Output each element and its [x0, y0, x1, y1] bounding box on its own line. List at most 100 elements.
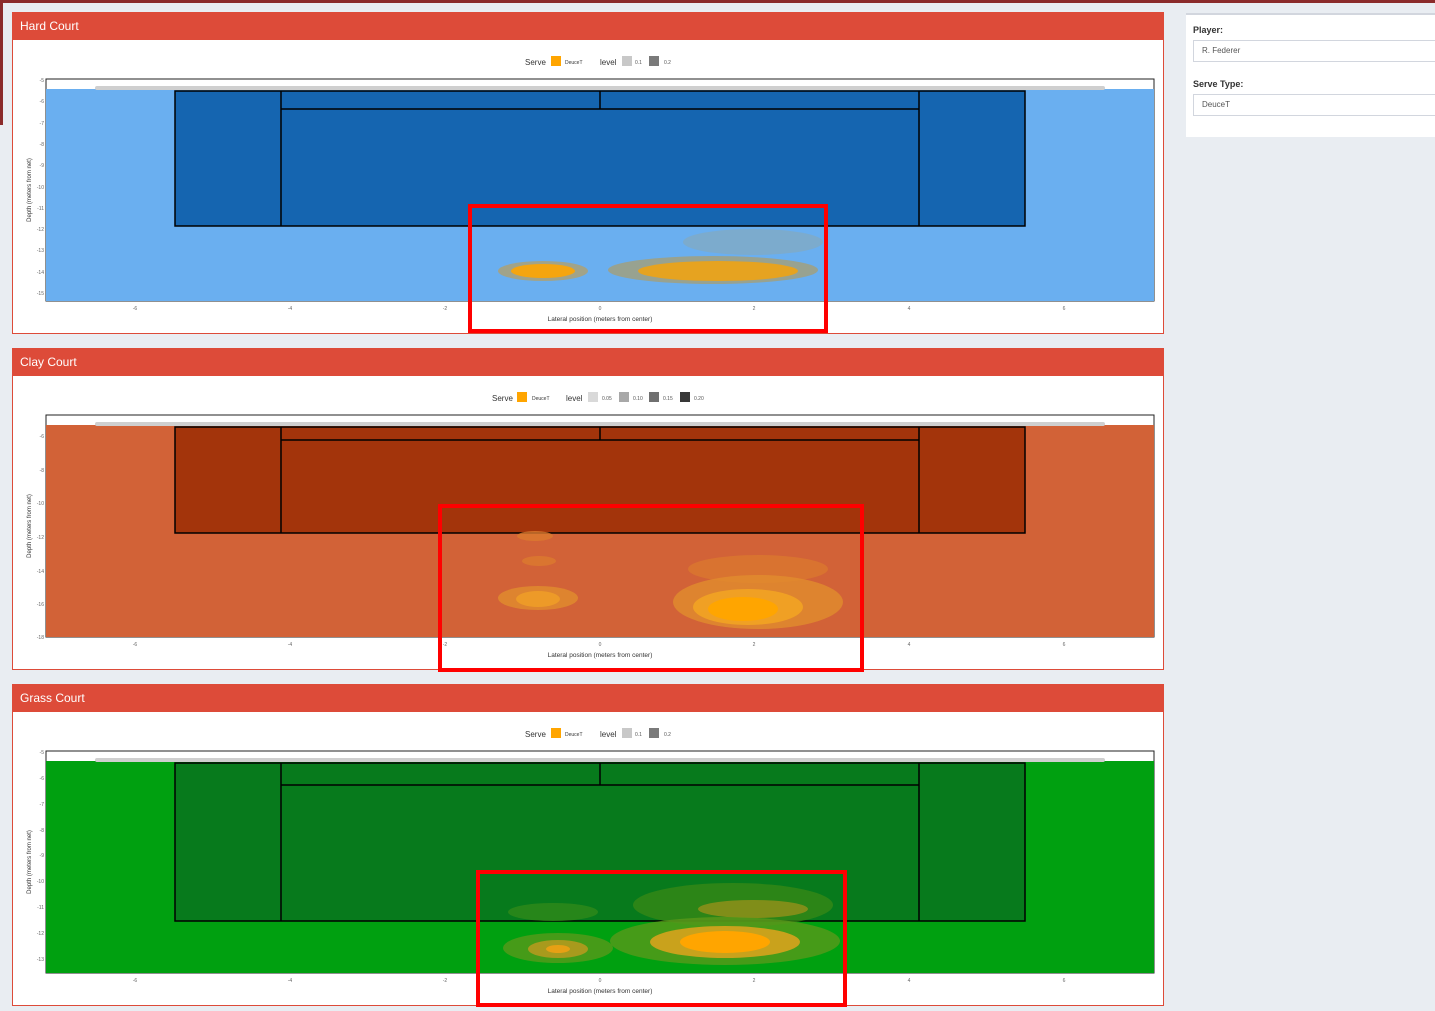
- legend-serve-swatch: [517, 392, 527, 402]
- service-box-area: [174, 762, 1026, 922]
- serve-type-label: Serve Type:: [1193, 79, 1244, 89]
- legend-serve-value: DeuceT: [565, 732, 583, 738]
- y-tick: -10: [37, 501, 44, 507]
- x-tick: 0: [599, 642, 602, 648]
- x-tick: 4: [908, 978, 911, 984]
- legend-serve-swatch: [551, 728, 561, 738]
- panel-title: Hard Court: [13, 13, 1163, 40]
- x-tick: -2: [443, 306, 448, 312]
- y-tick: -14: [37, 270, 44, 276]
- x-tick: -4: [288, 978, 293, 984]
- x-tick: -2: [443, 978, 448, 984]
- y-tick: -13: [37, 957, 44, 963]
- y-tick: -13: [37, 248, 44, 254]
- y-tick: -14: [37, 569, 44, 575]
- grass-court-panel: Grass Court Serve DeuceT level 0.1 0.2 D…: [12, 684, 1164, 1006]
- y-tick: -9: [40, 853, 45, 859]
- y-tick: -6: [40, 434, 45, 440]
- legend-level-label: level: [600, 730, 617, 739]
- legend-level-value: 0.10: [633, 396, 643, 402]
- net: [95, 86, 1105, 90]
- legend-level-value: 0.20: [694, 396, 704, 402]
- x-tick: 6: [1063, 306, 1066, 312]
- y-tick: -10: [37, 185, 44, 191]
- x-tick: 2: [753, 306, 756, 312]
- legend-level-value: 0.2: [664, 60, 671, 66]
- y-tick: -12: [37, 535, 44, 541]
- x-tick: -6: [133, 978, 138, 984]
- y-tick: -11: [37, 206, 44, 212]
- legend-level-value: 0.15: [663, 396, 673, 402]
- legend-level-swatch: [680, 392, 690, 402]
- x-tick: 4: [908, 306, 911, 312]
- x-tick: 2: [753, 642, 756, 648]
- y-tick: -6: [40, 776, 45, 782]
- x-tick: 0: [599, 306, 602, 312]
- panel-title: Clay Court: [13, 349, 1163, 376]
- y-tick: -7: [40, 802, 45, 808]
- legend-level-swatch: [622, 728, 632, 738]
- player-label: Player:: [1193, 25, 1224, 35]
- x-tick: -6: [133, 306, 138, 312]
- legend-serve-value: DeuceT: [565, 60, 583, 66]
- y-tick: -5: [40, 750, 45, 756]
- sidebar-controls: Player: R. Federer Serve Type: DeuceT: [1186, 13, 1435, 137]
- x-tick: 2: [753, 978, 756, 984]
- x-tick: -4: [288, 642, 293, 648]
- service-box-area: [174, 426, 1026, 534]
- service-box-area: [174, 90, 1026, 227]
- x-axis-label: Lateral position (meters from center): [548, 652, 653, 659]
- legend-level-swatch: [622, 56, 632, 66]
- x-tick: 6: [1063, 978, 1066, 984]
- serve-type-select[interactable]: DeuceT: [1193, 94, 1435, 116]
- clay-court-panel: Clay Court Serve DeuceT level 0.05 0.10 …: [12, 348, 1164, 670]
- x-tick: 0: [599, 978, 602, 984]
- top-border: [0, 0, 1435, 3]
- hard-court-plot: Serve DeuceT level 0.1 0.2 Depth (meters…: [27, 56, 1155, 323]
- net: [95, 422, 1105, 426]
- clay-court-plot: Serve DeuceT level 0.05 0.10 0.15 0.20 D…: [27, 392, 1155, 659]
- y-axis-label: Depth (meters from net): [27, 830, 33, 894]
- net: [95, 758, 1105, 762]
- y-tick: -12: [37, 227, 44, 233]
- y-tick: -5: [40, 78, 45, 84]
- x-tick: 6: [1063, 642, 1066, 648]
- hard-court-panel: Hard Court Serve DeuceT level 0.1 0.2 De…: [12, 12, 1164, 334]
- y-tick: -8: [40, 828, 45, 834]
- y-tick: -11: [37, 905, 44, 911]
- left-border: [0, 0, 3, 125]
- legend-level-swatch: [649, 728, 659, 738]
- y-tick: -18: [37, 635, 44, 641]
- x-axis-label: Lateral position (meters from center): [548, 988, 653, 995]
- legend-serve-label: Serve: [492, 394, 513, 403]
- legend-level-swatch: [649, 392, 659, 402]
- legend-serve-value: DeuceT: [532, 396, 550, 402]
- legend-serve-label: Serve: [525, 730, 546, 739]
- y-tick: -8: [40, 142, 45, 148]
- legend-serve-swatch: [551, 56, 561, 66]
- y-tick: -10: [37, 879, 44, 885]
- x-axis-label: Lateral position (meters from center): [548, 316, 653, 323]
- y-tick: -15: [37, 291, 44, 297]
- x-tick: -4: [288, 306, 293, 312]
- legend-serve-label: Serve: [525, 58, 546, 67]
- panel-title: Grass Court: [13, 685, 1163, 712]
- legend-level-value: 0.1: [635, 732, 642, 738]
- x-tick: -2: [443, 642, 448, 648]
- y-axis-label: Depth (meters from net): [27, 158, 33, 222]
- legend-level-swatch: [619, 392, 629, 402]
- y-tick: -8: [40, 468, 45, 474]
- x-tick: 4: [908, 642, 911, 648]
- y-tick: -9: [40, 163, 45, 169]
- legend-level-value: 0.2: [664, 732, 671, 738]
- y-tick: -7: [40, 121, 45, 127]
- legend-level-swatch: [588, 392, 598, 402]
- legend-level-value: 0.1: [635, 60, 642, 66]
- y-tick: -16: [37, 602, 44, 608]
- legend-level-label: level: [566, 394, 583, 403]
- legend-level-label: level: [600, 58, 617, 67]
- y-tick: -6: [40, 99, 45, 105]
- player-select[interactable]: R. Federer: [1193, 40, 1435, 62]
- legend-level-swatch: [649, 56, 659, 66]
- grass-court-plot: Serve DeuceT level 0.1 0.2 Depth (meters…: [27, 728, 1155, 995]
